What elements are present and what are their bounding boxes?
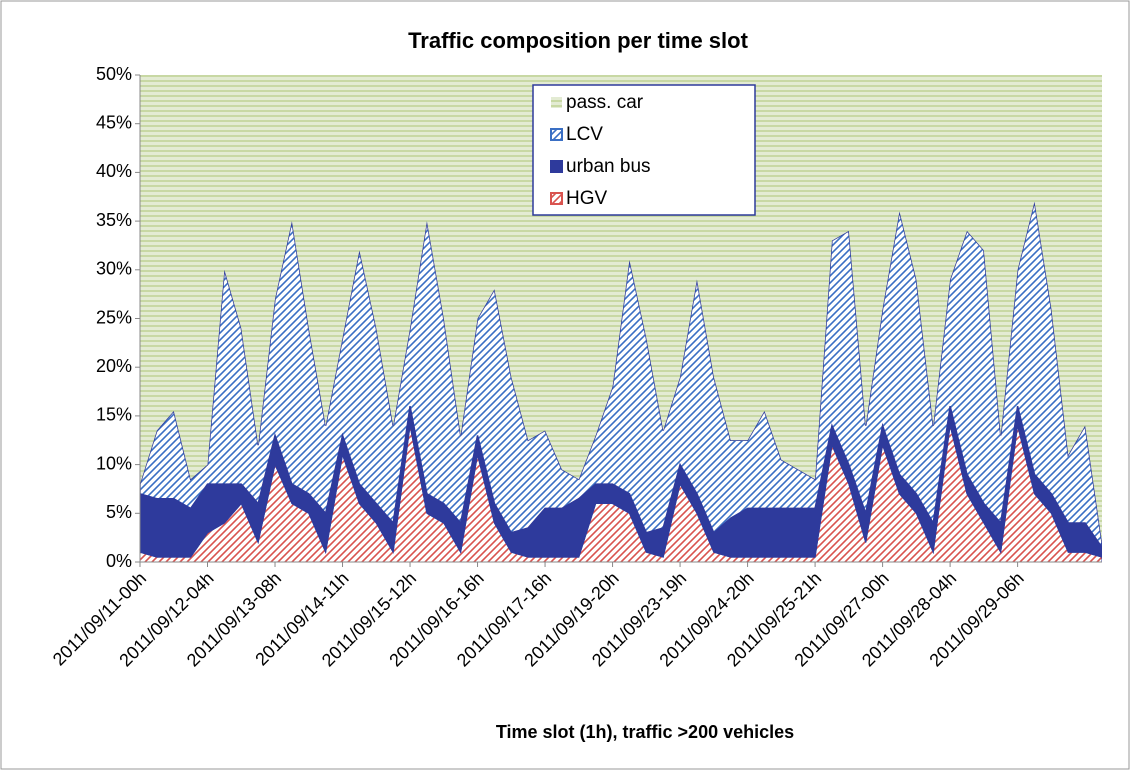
y-tick-label: 35%	[96, 210, 132, 230]
y-tick-label: 30%	[96, 259, 132, 279]
y-tick-label: 25%	[96, 307, 132, 327]
legend-swatch	[551, 97, 562, 108]
x-axis-label: Time slot (1h), traffic >200 vehicles	[496, 722, 794, 742]
y-tick-label: 20%	[96, 356, 132, 376]
y-tick-label: 0%	[106, 551, 132, 571]
y-tick-label: 45%	[96, 112, 132, 132]
legend-box	[532, 84, 756, 216]
legend-swatch	[550, 192, 563, 205]
y-tick-label: 40%	[96, 161, 132, 181]
legend-label: LCV	[566, 124, 603, 145]
legend-swatch	[550, 128, 563, 141]
area-pass-car	[140, 75, 1102, 543]
legend-label: HGV	[566, 188, 608, 209]
chart-title: Traffic composition per time slot	[408, 28, 749, 53]
legend-label: urban bus	[566, 156, 651, 177]
y-tick-label: 5%	[106, 502, 132, 522]
legend-swatch	[550, 160, 563, 173]
y-tick-label: 15%	[96, 405, 132, 425]
plot-areas	[140, 75, 1102, 562]
legend-label: pass. car	[566, 92, 644, 113]
y-tick-label: 50%	[96, 64, 132, 84]
area-lcv	[140, 201, 1102, 549]
y-tick-label: 10%	[96, 453, 132, 473]
